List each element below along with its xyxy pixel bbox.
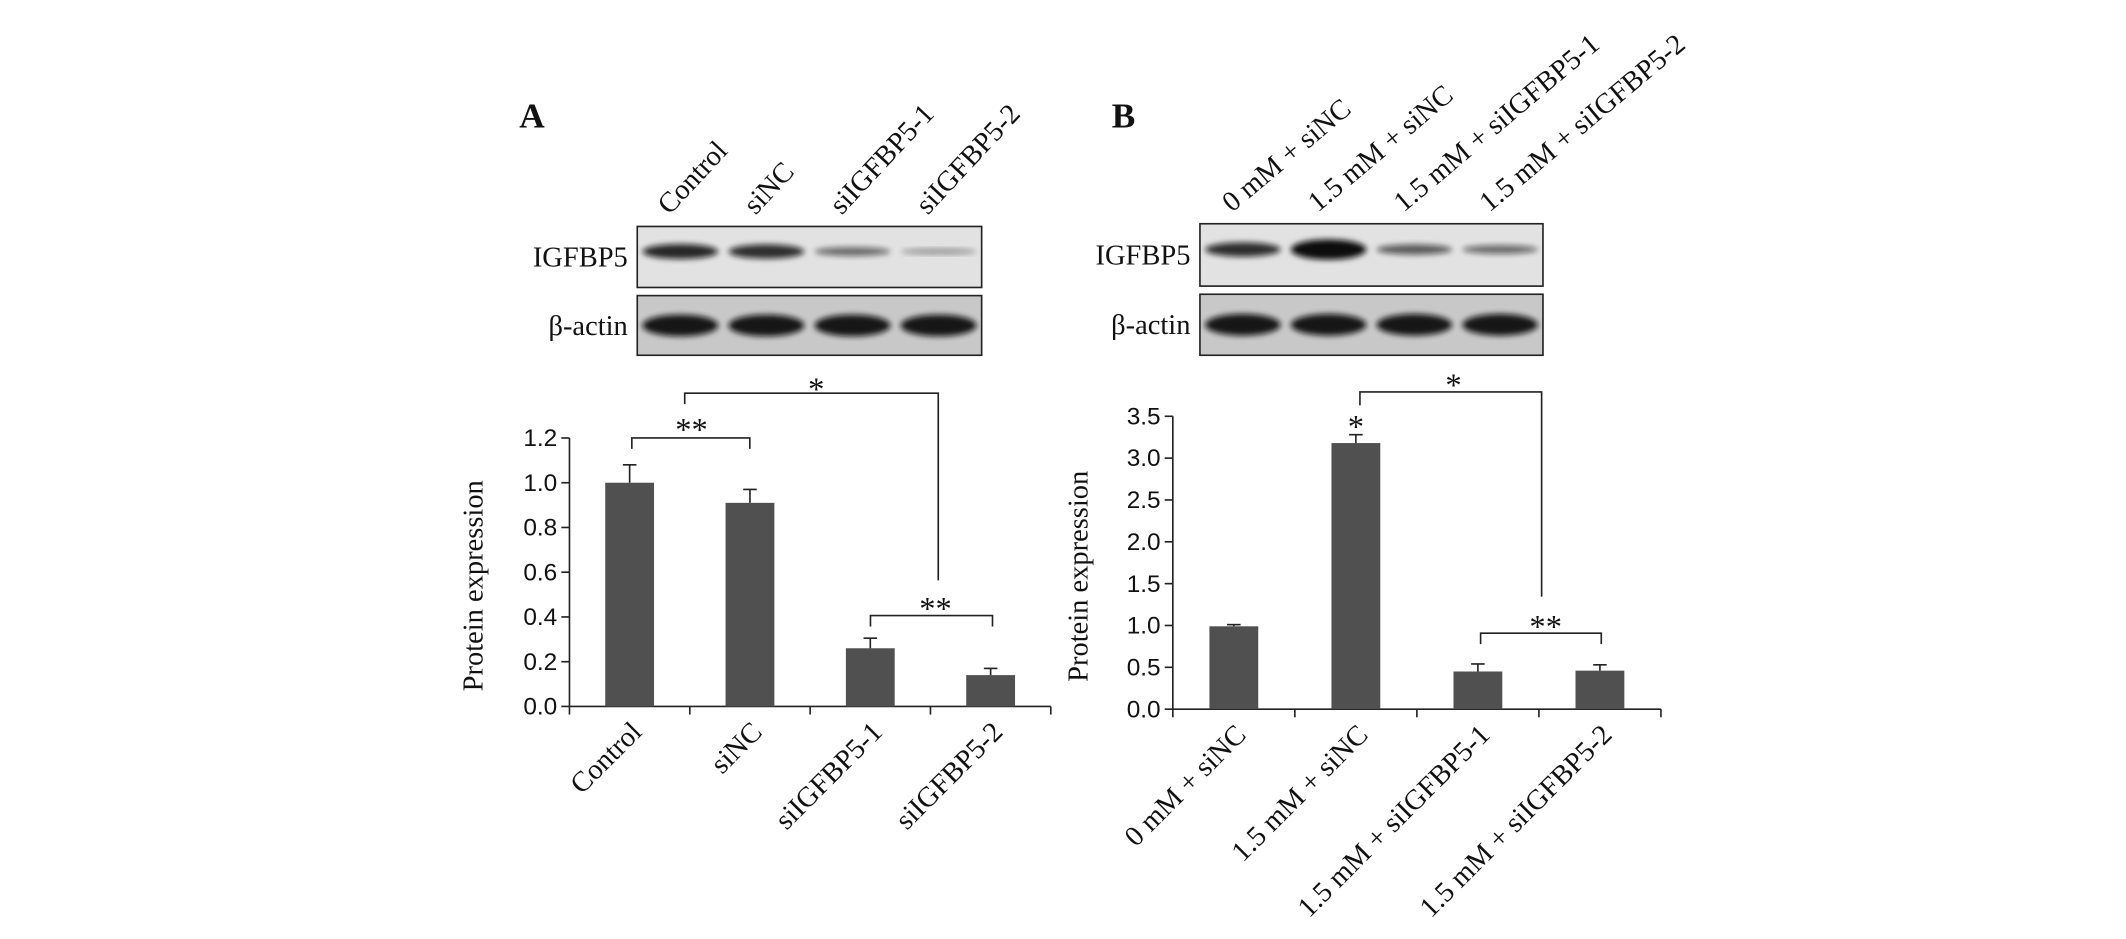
blot-band [642,244,719,260]
y-tick-label: 0.4 [523,604,557,631]
y-tick-label: 3.0 [1127,445,1161,472]
significance-label: ** [919,592,952,628]
y-tick-label: 0.0 [1127,696,1161,723]
panel-label: A [519,96,545,135]
panel-label: B [1112,96,1136,135]
significance-bracket [1359,391,1543,597]
blot-band [728,314,805,337]
y-tick-label: 0.0 [523,694,557,721]
y-tick-label: 3.5 [1127,403,1161,430]
significance-label: ** [1529,609,1562,645]
y-tick-label: 2.0 [1127,529,1161,556]
y-axis-label: Protein expression [459,480,490,691]
bar [725,502,775,707]
blot-band [900,248,977,255]
significance-bracket [869,614,994,627]
x-tick-label: siIGFBP5-2 [890,717,1009,836]
bar [966,675,1016,707]
y-tick-label: 0.5 [1127,654,1161,681]
y-tick-label: 0.8 [523,515,557,542]
blot-band [1290,239,1367,260]
blot-row-label: β-actin [548,311,627,342]
blot-band [642,314,719,337]
significance-label: ** [675,413,708,449]
bar [1453,671,1503,710]
x-tick-label: siNC [705,717,768,780]
blot-row-label: β-actin [1111,310,1190,341]
y-tick-label: 1.0 [1127,613,1161,640]
x-tick-label: siIGFBP5-1 [770,717,889,836]
bar [1209,626,1259,710]
blot-band [900,314,977,337]
significance-bracket [631,437,751,449]
blot-band [728,244,805,259]
y-tick-label: 0.2 [523,649,557,676]
significance-bracket [683,392,940,581]
bar [845,648,895,707]
x-tick-label: Control [565,717,648,800]
blot-band [814,314,891,337]
y-tick-label: 1.2 [523,425,557,452]
blot-band [1462,245,1538,254]
blot-band [1462,313,1538,336]
lane-label: 1.5 mM + siNC [1302,79,1459,218]
blot-band [1376,244,1453,255]
y-axis-label: Protein expression [1063,471,1094,682]
blot-band [814,247,891,256]
significance-label: * [1348,409,1364,445]
blot-band [1376,313,1453,336]
significance-label: * [1445,368,1461,404]
bar [605,482,655,707]
y-tick-label: 2.5 [1127,487,1161,514]
significance-bracket [1479,632,1603,645]
significance-label: * [808,372,824,408]
bar [1331,443,1381,710]
y-tick-label: 0.6 [523,559,557,586]
blot-band [1290,313,1367,336]
lane-label: siNC [738,156,801,220]
blot-band [1205,313,1281,336]
x-tick-label: 0 mM + siNC [1119,719,1252,852]
lane-label: Control [652,136,734,221]
y-tick-label: 1.0 [523,470,557,497]
blot-band [1205,242,1281,257]
bar [1575,670,1625,710]
y-tick-label: 1.5 [1127,571,1161,598]
blot-row-label: IGFBP5 [1096,240,1191,271]
blot-row-label: IGFBP5 [533,242,628,273]
